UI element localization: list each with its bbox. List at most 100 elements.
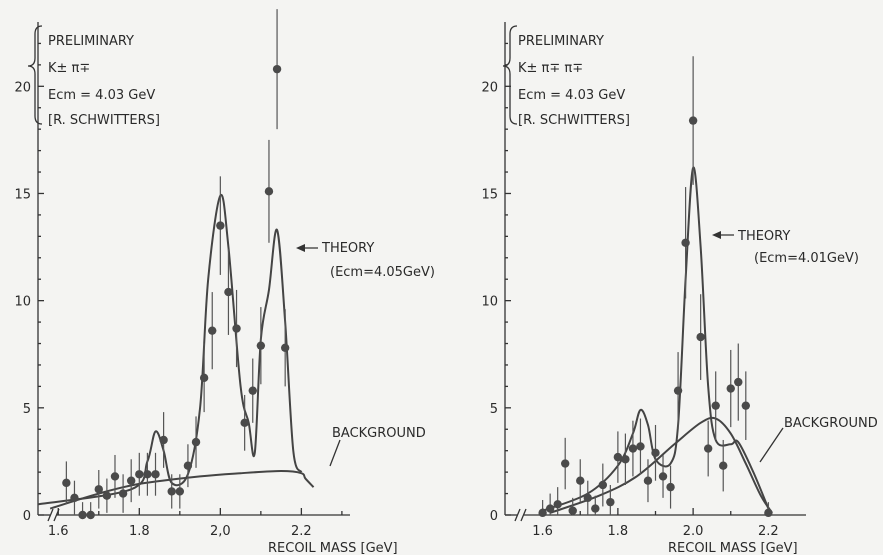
data-point [651, 448, 660, 458]
preliminary-label: PRELIMINARY [48, 34, 134, 49]
data-point [272, 64, 282, 74]
data-point [175, 487, 185, 496]
data-point [606, 497, 615, 507]
data-point [126, 476, 136, 485]
data-point [248, 386, 257, 395]
chart-left-background-callout: BACKGROUND [329, 426, 426, 467]
data-point [118, 489, 128, 498]
author-label: [R. SCHWITTERS] [518, 113, 630, 128]
chart-right-data-points [538, 56, 773, 518]
chart-left-annotation: PRELIMINARY K± π∓ Ecm = 4.03 GeV [R. SCH… [27, 25, 160, 128]
theory-ecm-label: (Ecm=4.01GeV) [754, 251, 859, 266]
theory-curve-line [37, 193, 303, 506]
data-point [135, 470, 144, 479]
theory-ecm-label: (Ecm=4.05GeV) [330, 265, 435, 280]
arrow-icon [296, 244, 305, 252]
background-label: BACKGROUND [784, 416, 878, 431]
data-point [598, 480, 608, 490]
chart-right-axes [504, 22, 806, 522]
data-point [703, 444, 713, 453]
data-point [658, 472, 668, 481]
ecm-label: Ecm = 4.03 GeV [518, 88, 625, 103]
data-point [545, 504, 555, 513]
arrow-icon [712, 231, 721, 239]
data-point [688, 116, 698, 125]
y-tick-label: 0 [490, 509, 498, 524]
data-point [199, 373, 209, 383]
x-tick-label: 2.2 [758, 524, 779, 539]
data-point [734, 377, 743, 387]
y-tick-label: 5 [490, 402, 498, 417]
data-point [621, 455, 630, 464]
data-point [568, 506, 577, 515]
chart-left: 0 5 10 15 20 1.6 1.8 2,0 2.2 PRELIMINARY K± π∓ E… [14, 9, 435, 555]
data-point [696, 332, 705, 342]
x-axis-label: RECOIL MASS [GeV] [668, 541, 798, 555]
ecm-label: Ecm = 4.03 GeV [48, 88, 155, 103]
data-point [102, 491, 112, 500]
chart-left-data-points [62, 9, 290, 520]
data-point [636, 442, 645, 451]
data-point [628, 444, 638, 453]
data-point [159, 435, 168, 445]
data-point [232, 324, 241, 333]
y-tick-label: 20 [14, 80, 31, 95]
data-point [191, 437, 201, 447]
data-point [62, 478, 71, 488]
y-tick-label: 15 [14, 187, 31, 202]
preliminary-label: PRELIMINARY [518, 34, 604, 49]
chart-right-annotation: PRELIMINARY K± π∓ π∓ Ecm = 4.03 GeV [R. … [502, 25, 630, 128]
theory-label: THEORY [321, 241, 374, 256]
data-point [561, 459, 570, 468]
y-tick-label: 10 [481, 295, 498, 310]
x-tick-label: 1.8 [129, 524, 150, 539]
axis-break-mark [514, 508, 527, 522]
data-point [110, 472, 120, 481]
channel-label: K± π∓ [48, 61, 90, 76]
chart-right-background-callout: BACKGROUND [759, 416, 878, 463]
background-curve-line [549, 416, 773, 514]
chart-right: 0 5 10 15 20 1.6 1.8 2.0 2.2 PRELIMINARY K± π∓ π… [481, 22, 878, 555]
data-point [143, 470, 152, 479]
x-axis-label: RECOIL MASS [GeV] [268, 541, 398, 555]
background-label: BACKGROUND [332, 426, 426, 441]
x-tick-label: 2.2 [291, 524, 312, 539]
x-tick-label: 2,0 [210, 524, 231, 539]
chart-right-ticks: 0 5 10 15 20 1.6 1.8 2.0 2.2 [481, 42, 779, 539]
data-point [280, 343, 290, 353]
data-point [183, 461, 193, 470]
theory-label: THEORY [737, 229, 790, 244]
data-point [216, 221, 225, 230]
y-tick-label: 15 [481, 187, 498, 202]
chart-left-background-curve [49, 470, 315, 510]
data-point [583, 493, 592, 503]
data-point [553, 500, 562, 509]
data-point [208, 326, 217, 335]
data-point [576, 476, 585, 485]
data-point [711, 401, 720, 410]
data-point [726, 384, 735, 393]
chart-left-theory-curve [37, 193, 303, 506]
chart-right-background-curve [549, 416, 773, 514]
data-point [538, 508, 547, 518]
chart-left-ticks: 0 5 10 15 20 1.6 1.8 2,0 2.2 [14, 42, 343, 539]
data-point [673, 386, 683, 395]
data-point [666, 482, 675, 492]
data-point [764, 508, 773, 518]
data-point [94, 485, 103, 494]
x-tick-label: 2.0 [683, 524, 704, 539]
x-tick-label: 1.6 [48, 524, 69, 539]
data-point [256, 341, 266, 350]
data-point [224, 287, 233, 297]
data-point [591, 504, 600, 513]
data-point [86, 510, 95, 520]
data-point [613, 452, 623, 462]
y-tick-label: 0 [23, 509, 31, 524]
x-tick-label: 1.6 [532, 524, 553, 539]
data-point [741, 401, 750, 410]
y-tick-label: 10 [14, 295, 31, 310]
x-tick-label: 1.8 [608, 524, 629, 539]
data-point [78, 510, 87, 520]
y-tick-label: 20 [481, 80, 498, 95]
